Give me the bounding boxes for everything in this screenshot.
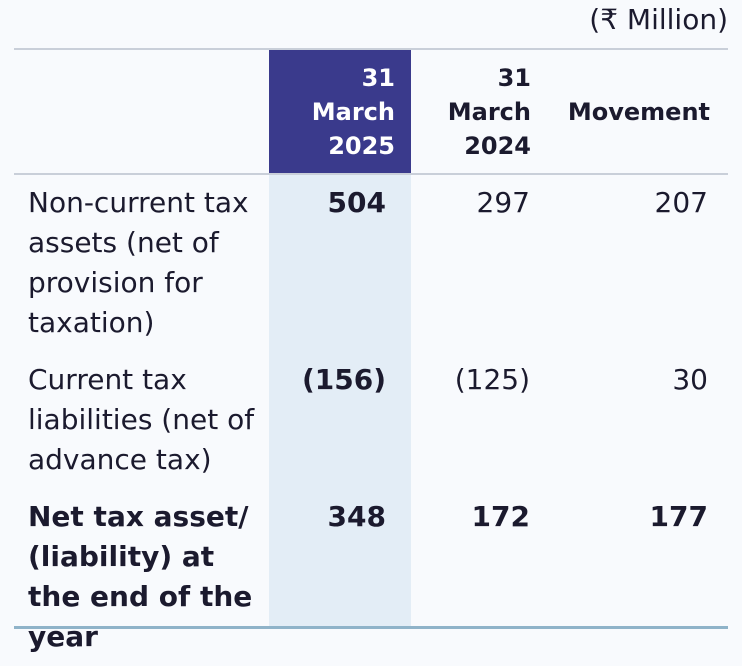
table-row-non-current-tax-assets: Non-current tax assets (net of provision… [14, 183, 728, 348]
value-2024: 172 [471, 500, 530, 533]
value-2025: 348 [327, 500, 386, 533]
value-2024: (125) [454, 363, 530, 396]
header-31-march-2024: 31 March 2024 [447, 63, 531, 160]
table-row-current-tax-liabilities: Current tax liabilities (net of advance … [14, 360, 728, 485]
row-label: Non-current tax assets (net of provision… [28, 186, 249, 339]
value-movement: 30 [672, 363, 708, 396]
value-movement: 207 [654, 186, 708, 219]
table-header-row: 31 March 2025 31 March 2024 Movement [14, 50, 728, 175]
value-2025: 504 [327, 186, 386, 219]
row-label: Net tax asset/ (liability) at the end of… [28, 500, 253, 653]
value-2025: (156) [301, 363, 386, 396]
value-movement: 177 [649, 500, 708, 533]
header-movement: Movement [567, 97, 710, 126]
unit-note: (₹ Million) [589, 3, 728, 36]
tax-table: 31 March 2025 31 March 2024 Movement Non… [14, 48, 728, 653]
row-label: Current tax liabilities (net of advance … [28, 363, 255, 476]
value-2024: 297 [476, 186, 530, 219]
table-row-net-tax-asset: Net tax asset/ (liability) at the end of… [14, 497, 728, 653]
header-31-march-2025: 31 March 2025 [269, 50, 411, 173]
